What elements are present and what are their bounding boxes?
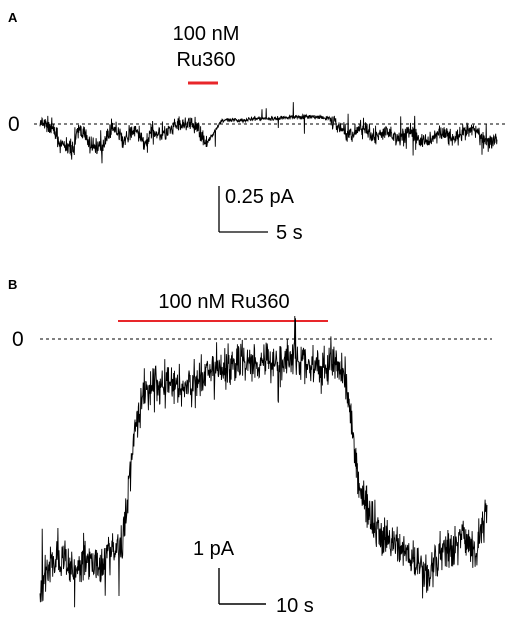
panel-b-trace (39, 315, 488, 608)
panel-a-zero-label: 0 (8, 113, 20, 136)
panel-a-drug-label-line1: 100 nM (173, 23, 240, 45)
panel-a-letter: A (8, 10, 18, 25)
panel-a-scale-x-label: 5 s (276, 222, 303, 244)
panel-b-scale-x-label: 10 s (276, 595, 314, 617)
panel-b-letter: B (8, 277, 17, 292)
panel-b-zero-label: 0 (12, 328, 24, 351)
panel-b-drug-label: 100 nM Ru360 (158, 291, 289, 313)
panel-b-trace-group (39, 315, 488, 608)
panel-b-scale-y-label: 1 pA (193, 538, 235, 560)
panel-a-trace-group (39, 102, 498, 164)
panel-a-scale-y-label: 0.25 pA (225, 186, 295, 208)
panel-a-drug-label-line2: Ru360 (177, 49, 236, 71)
panel-a-trace (39, 102, 498, 164)
